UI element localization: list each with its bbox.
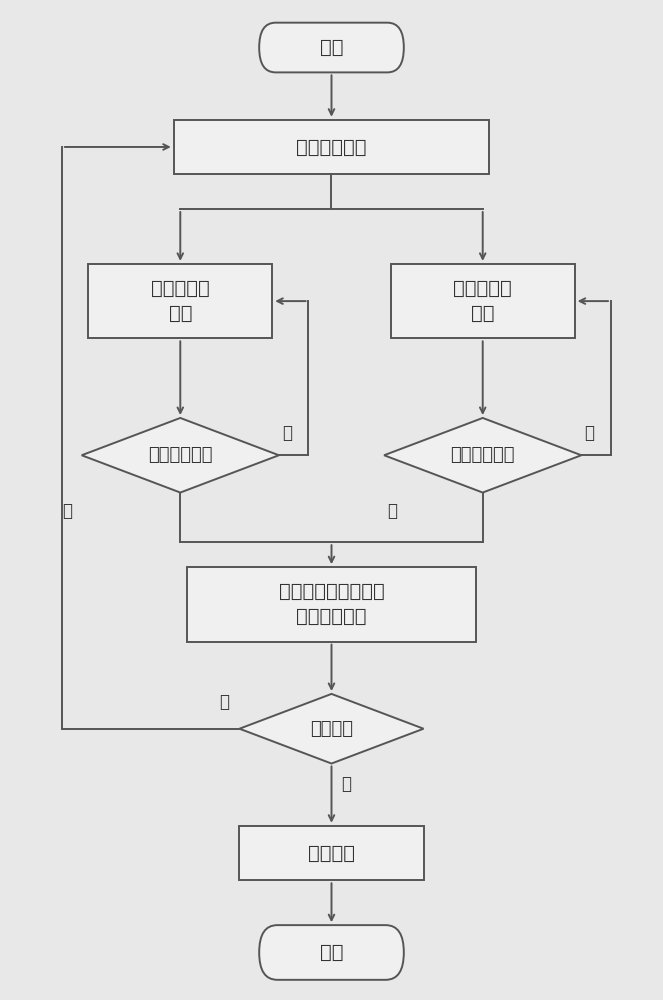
Text: 计算损耗: 计算损耗: [308, 844, 355, 863]
FancyBboxPatch shape: [239, 826, 424, 880]
Text: 电流采集器
采样: 电流采集器 采样: [453, 279, 512, 323]
Text: 电流采集器
采样: 电流采集器 采样: [151, 279, 210, 323]
FancyBboxPatch shape: [259, 925, 404, 980]
FancyBboxPatch shape: [391, 264, 575, 338]
FancyBboxPatch shape: [88, 264, 272, 338]
Text: 结束: 结束: [320, 943, 343, 962]
Text: 否: 否: [219, 693, 229, 711]
Text: 是: 是: [387, 502, 397, 520]
Polygon shape: [239, 694, 424, 764]
Text: 数据采集完成: 数据采集完成: [148, 446, 213, 464]
Text: 否: 否: [585, 424, 595, 442]
Text: 发送采样命令: 发送采样命令: [296, 137, 367, 156]
Text: 否: 否: [282, 424, 292, 442]
FancyBboxPatch shape: [259, 23, 404, 72]
Text: 是: 是: [62, 502, 72, 520]
Polygon shape: [82, 418, 279, 493]
Text: 开始: 开始: [320, 38, 343, 57]
FancyBboxPatch shape: [174, 120, 489, 174]
Polygon shape: [384, 418, 581, 493]
Text: 信息完整: 信息完整: [310, 720, 353, 738]
Text: 是: 是: [341, 775, 351, 793]
Text: 数据采集完成: 数据采集完成: [450, 446, 515, 464]
Text: 采样数据和时标信息
发送到计算机: 采样数据和时标信息 发送到计算机: [278, 582, 385, 626]
FancyBboxPatch shape: [187, 567, 476, 642]
